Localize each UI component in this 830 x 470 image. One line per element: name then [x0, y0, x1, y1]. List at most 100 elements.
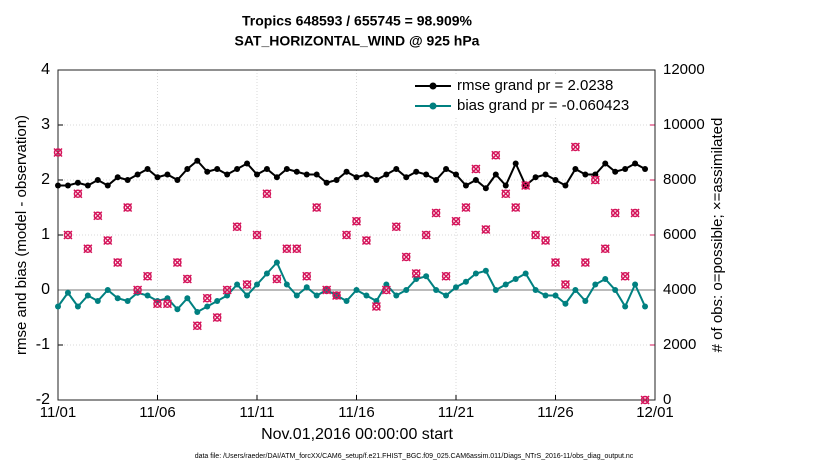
assimilated-marker	[421, 230, 431, 240]
assimilated-marker	[143, 271, 153, 281]
assimilated-marker	[451, 216, 461, 226]
series-marker	[552, 292, 559, 299]
possible-marker	[531, 230, 540, 240]
possible-marker	[392, 222, 401, 231]
series-marker	[413, 276, 420, 282]
series-marker	[632, 281, 639, 288]
series-marker	[453, 284, 459, 291]
possible-marker	[620, 272, 630, 281]
obs-marker	[322, 285, 332, 295]
possible-marker	[441, 272, 451, 281]
series-marker	[303, 284, 310, 291]
assimilated-marker	[63, 230, 73, 240]
possible-marker	[561, 280, 570, 289]
series-marker	[403, 174, 410, 181]
y2-tick-label: 2000	[663, 336, 696, 353]
assimilated-marker	[431, 208, 441, 218]
x-tick-label: 12/01	[636, 404, 674, 421]
assimilated-marker	[232, 222, 242, 232]
possible-marker	[610, 208, 620, 218]
obs-marker	[113, 257, 123, 268]
obs-marker	[103, 235, 113, 246]
assimilated-marker	[481, 224, 491, 235]
series-marker	[423, 273, 430, 280]
obs-marker	[292, 244, 302, 254]
series-marker	[244, 292, 251, 299]
series-marker	[204, 303, 211, 310]
possible-marker	[372, 302, 381, 311]
obs-marker	[133, 285, 143, 295]
possible-marker	[481, 225, 491, 234]
series-marker	[373, 177, 380, 183]
obs-marker	[521, 180, 531, 191]
obs-marker	[501, 189, 511, 199]
series-marker	[114, 295, 121, 302]
possible-marker	[153, 299, 162, 308]
assimilated-marker	[133, 285, 143, 295]
series-marker	[104, 182, 111, 189]
assimilated-marker	[103, 235, 113, 246]
series-marker	[283, 281, 290, 288]
possible-marker	[73, 189, 83, 198]
series-marker	[572, 287, 579, 293]
series-marker	[512, 276, 519, 282]
series-marker	[84, 182, 91, 189]
assimilated-marker	[541, 235, 551, 246]
legend-box	[409, 74, 643, 118]
assimilated-marker	[600, 244, 610, 254]
series-marker	[433, 177, 440, 183]
series-marker	[333, 177, 340, 183]
series-marker	[423, 171, 430, 178]
series-marker	[502, 182, 509, 189]
series-marker	[612, 287, 619, 293]
assimilated-marker	[162, 299, 172, 309]
possible-marker	[421, 230, 431, 240]
series-marker	[462, 182, 469, 189]
possible-marker	[203, 294, 212, 303]
series-marker	[164, 295, 171, 302]
possible-marker	[581, 258, 590, 267]
possible-marker	[541, 236, 550, 245]
series-marker	[114, 174, 121, 181]
series-marker	[403, 287, 410, 293]
assimilated-marker	[580, 257, 590, 268]
possible-marker	[451, 217, 461, 226]
assimilated-marker	[332, 290, 342, 301]
series-marker	[552, 177, 559, 183]
series-marker	[313, 292, 320, 299]
x-tick-label: 11/21	[438, 404, 474, 421]
assimilated-marker	[242, 279, 252, 290]
obs-marker	[212, 312, 222, 323]
assimilated-marker	[391, 222, 401, 232]
obs-marker	[461, 202, 471, 213]
x-tick-label: 11/11	[239, 404, 274, 421]
obs-marker	[63, 230, 73, 240]
obs-marker	[541, 235, 551, 246]
obs-marker	[162, 299, 172, 309]
x-tick-label: 11/06	[139, 404, 175, 421]
assimilated-marker	[570, 142, 580, 152]
series-marker	[84, 292, 91, 299]
series-marker	[55, 303, 61, 310]
assimilated-marker	[302, 271, 312, 281]
plot-frame	[57, 69, 656, 401]
legend-marker	[429, 102, 437, 110]
series-marker	[642, 166, 649, 172]
series-marker	[134, 171, 141, 178]
series-marker	[204, 168, 211, 175]
assimilated-marker	[83, 244, 93, 254]
assimilated-marker	[123, 202, 133, 213]
series-marker	[532, 174, 539, 181]
assimilated-marker	[620, 271, 630, 281]
series-marker	[363, 171, 370, 178]
series-marker	[383, 281, 390, 288]
possible-marker	[63, 230, 73, 240]
assimilated-marker	[511, 202, 521, 213]
possible-marker	[123, 203, 132, 212]
series-marker	[642, 303, 649, 310]
chart-title: Tropics 648593 / 655745 = 98.909%	[242, 13, 473, 29]
obs-marker	[272, 274, 282, 284]
x-tick-label: 11/01	[40, 404, 76, 421]
possible-marker	[252, 230, 262, 240]
obs-marker	[351, 216, 362, 226]
